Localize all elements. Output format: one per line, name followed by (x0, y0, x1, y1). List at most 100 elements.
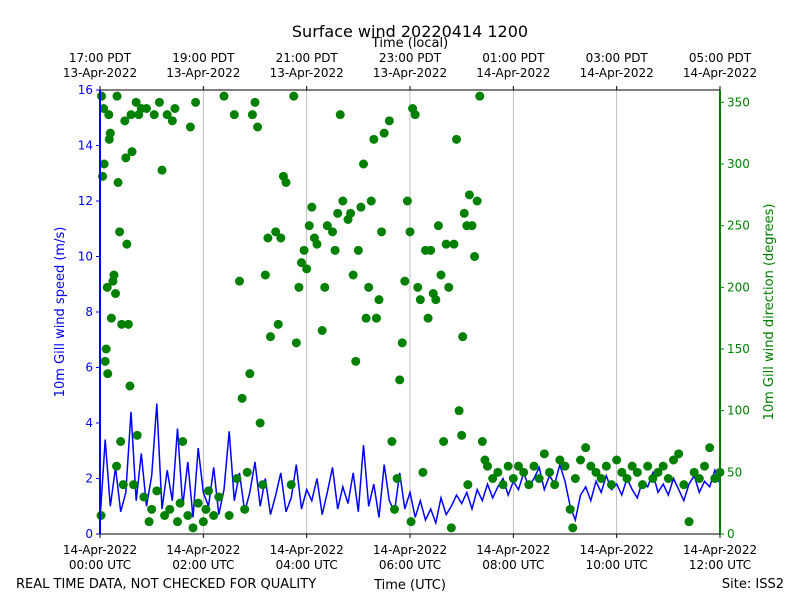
direction-point (405, 227, 415, 237)
direction-point (198, 517, 208, 527)
direction-point (201, 504, 211, 514)
direction-point (426, 245, 436, 255)
direction-point (364, 282, 374, 292)
direction-point (263, 233, 273, 243)
direction-point (529, 461, 539, 471)
direction-point (519, 467, 529, 477)
direction-point (459, 208, 469, 218)
direction-point (498, 480, 508, 490)
direction-point (183, 511, 193, 520)
direction-point (570, 474, 580, 483)
direction-point (245, 369, 255, 379)
y-tick-label: 12 (78, 194, 93, 208)
direction-point (534, 474, 544, 483)
direction-point (127, 147, 137, 157)
direction-point (545, 467, 554, 477)
direction-point (356, 202, 366, 212)
x-tick-label: 14-Apr-2022 04:00 UTC (270, 543, 344, 572)
y-tick-label: 4 (85, 416, 93, 430)
direction-point (276, 233, 286, 243)
direction-point (242, 467, 252, 477)
direction-point (684, 517, 694, 527)
direction-point (463, 480, 473, 490)
direction-point (508, 474, 518, 483)
direction-point (289, 91, 299, 101)
direction-point (188, 523, 198, 533)
direction-point (170, 104, 180, 113)
direction-point (371, 313, 381, 323)
y2-tick-label: 150 (727, 342, 750, 356)
direction-point (99, 159, 109, 169)
y-tick-label: 14 (78, 139, 93, 153)
direction-point (694, 474, 704, 483)
direction-point (209, 511, 219, 520)
direction-point (113, 178, 123, 187)
direction-point (679, 480, 689, 490)
direction-point (369, 134, 379, 144)
direction-point (125, 381, 135, 391)
x2-tick-label: 21:00 PDT 13-Apr-2022 (270, 51, 344, 80)
direction-point (591, 467, 601, 477)
direction-point (286, 480, 296, 490)
direction-point (100, 356, 110, 366)
y-tick-label: 6 (85, 361, 93, 375)
direction-point (612, 455, 622, 465)
x2-tick-label: 17:00 PDT 13-Apr-2022 (63, 51, 137, 80)
direction-point (586, 461, 596, 471)
direction-point (395, 375, 405, 385)
direction-point (410, 110, 420, 120)
direction-point (402, 196, 412, 206)
direction-point (333, 208, 343, 218)
direction-point (105, 128, 115, 138)
y2-axis-label: 10m Gill wind direction (degrees) (762, 204, 777, 421)
y-tick-label: 10 (78, 250, 93, 264)
direction-point (178, 437, 188, 446)
direction-point (576, 455, 585, 465)
direction-point (431, 295, 441, 305)
direction-point (643, 461, 653, 471)
direction-point (663, 474, 673, 483)
x-tick-label: 14-Apr-2022 10:00 UTC (580, 543, 654, 572)
direction-point (470, 252, 480, 261)
direction-point (162, 110, 172, 120)
x2-tick-label: 19:00 PDT 13-Apr-2022 (166, 51, 240, 80)
direction-point (449, 239, 459, 249)
direction-point (689, 467, 699, 477)
direction-point (596, 474, 606, 483)
y2-tick-label: 100 (727, 404, 750, 418)
direction-point (366, 196, 376, 206)
direction-point (390, 504, 399, 514)
direction-point (116, 437, 126, 446)
direction-point (648, 474, 658, 483)
x-tick-label: 14-Apr-2022 02:00 UTC (166, 543, 240, 572)
direction-point (457, 430, 467, 440)
direction-point (255, 418, 265, 428)
direction-point (126, 110, 136, 120)
direction-point (154, 97, 164, 107)
direction-point (307, 202, 317, 212)
x-tick-label: 14-Apr-2022 06:00 UTC (373, 543, 447, 572)
direction-point (191, 97, 201, 107)
direction-point (266, 332, 275, 342)
direction-point (132, 430, 142, 440)
direction-point (710, 474, 720, 483)
direction-point (653, 467, 663, 477)
direction-point (322, 221, 332, 231)
direction-point (317, 326, 327, 335)
direction-point (387, 437, 397, 446)
direction-point (328, 227, 337, 237)
x-tick-label: 14-Apr-2022 12:00 UTC (683, 543, 757, 572)
direction-point (622, 474, 632, 483)
direction-point (700, 461, 709, 471)
direction-point (104, 110, 114, 120)
direction-point (565, 504, 575, 514)
direction-point (273, 319, 283, 329)
direction-point (638, 480, 647, 490)
direction-point (232, 474, 242, 483)
y2-tick-label: 300 (727, 157, 750, 171)
direction-point (229, 110, 239, 120)
direction-point (335, 110, 345, 120)
direction-point (147, 504, 157, 514)
direction-point (250, 97, 260, 107)
